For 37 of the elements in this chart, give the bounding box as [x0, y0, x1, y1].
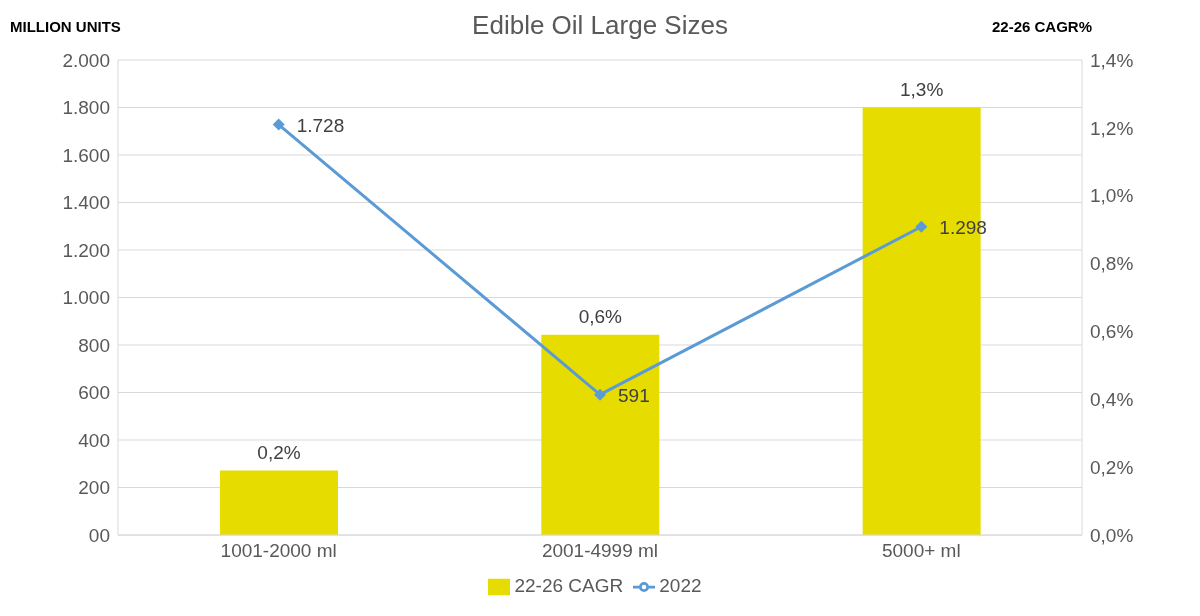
point	[594, 388, 606, 401]
y2-axis-title: 22-26 CAGR%	[991, 18, 1092, 35]
data-label: 1.728	[296, 114, 345, 136]
y-tick-label: 2.000	[62, 49, 110, 71]
data-label: 0,6%	[578, 305, 623, 327]
data-label: 0,2%	[257, 441, 301, 463]
data-label: 1,3%	[900, 78, 944, 100]
chart-title: Edible Oil Large Sizes	[472, 10, 728, 40]
y-tick-label: 600	[78, 382, 110, 404]
bar	[541, 334, 660, 536]
y-tick-label: 400	[78, 429, 110, 451]
y2-tick-label: 1,2%	[1090, 117, 1134, 139]
y-axis-title: MILLION UNITS	[10, 18, 121, 35]
y-tick-label: 1.600	[62, 144, 110, 166]
y-tick-label: 200	[78, 477, 110, 499]
y2-tick-label: 1,0%	[1090, 185, 1134, 207]
point	[272, 118, 285, 131]
x-tick-label: 5000+ ml	[881, 539, 961, 561]
y-tick-label: 1.400	[62, 192, 110, 214]
y2-tick-label: 0,8%	[1090, 253, 1134, 275]
x-tick-label: 2001-4999 ml	[541, 539, 659, 561]
y-tick-label: 800	[78, 334, 110, 356]
x-tick-label: 1001-2000 ml	[220, 539, 337, 561]
legend-label: 2022	[659, 575, 702, 597]
y2-tick-label: 1,4%	[1090, 49, 1134, 71]
y2-tick-label: 0,2%	[1090, 456, 1134, 478]
y-tick-label: 1.800	[62, 97, 110, 119]
y-tick-label: 1.200	[62, 239, 110, 261]
y-tick-label: 00	[88, 524, 110, 546]
data-label: 591	[618, 384, 650, 406]
y2-tick-label: 0,6%	[1090, 321, 1134, 343]
y2-tick-label: 0,0%	[1090, 524, 1134, 546]
legend-label: 22-26 CAGR	[514, 575, 624, 597]
point	[915, 220, 928, 233]
bar	[220, 470, 338, 536]
y-tick-label: 1.000	[62, 287, 110, 309]
y2-tick-label: 0,4%	[1090, 389, 1134, 411]
